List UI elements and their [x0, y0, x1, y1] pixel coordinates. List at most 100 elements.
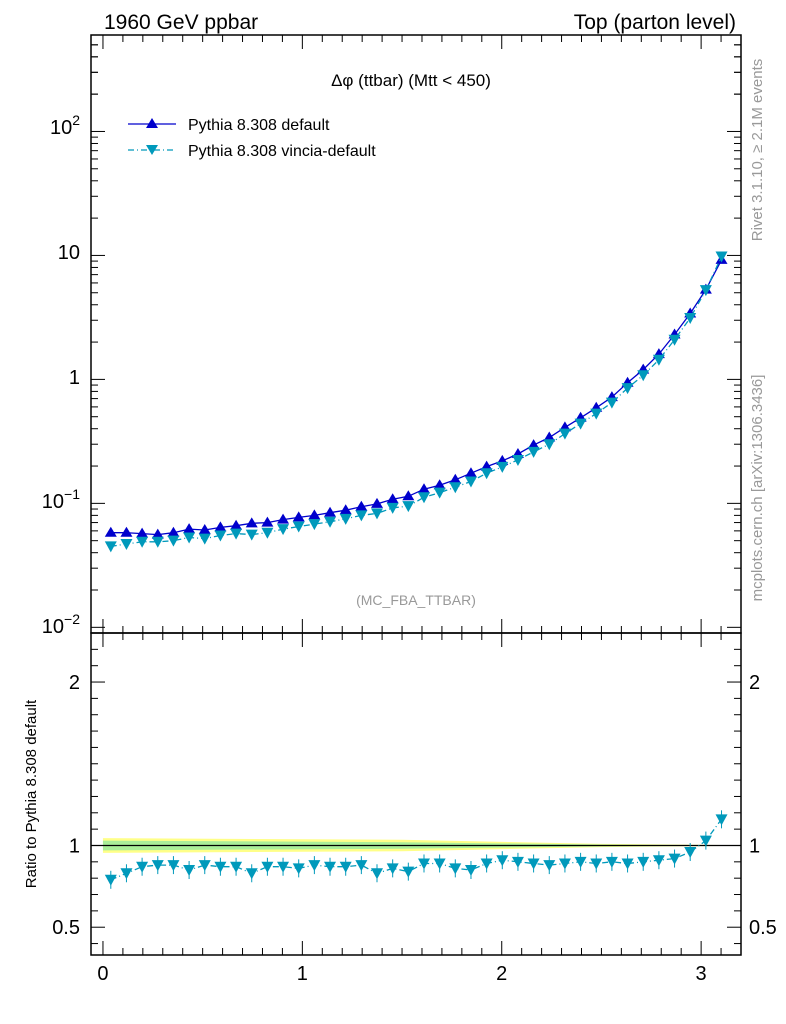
- ratio-point: [324, 861, 337, 873]
- series-1-point: [402, 501, 415, 513]
- x-tick-label: 2: [496, 963, 507, 985]
- series-1-point: [277, 524, 290, 536]
- series-1-point: [621, 383, 634, 395]
- ratio-point: [136, 861, 149, 873]
- series-1-point: [308, 519, 321, 531]
- series-0-point: [543, 431, 556, 442]
- series-1-point: [104, 541, 117, 553]
- series-1-point: [386, 502, 399, 514]
- ratio-point: [543, 860, 556, 872]
- ratio-point: [402, 866, 415, 878]
- ratio-point: [464, 865, 477, 877]
- legend-label-vincia: Pythia 8.308 vincia-default: [188, 143, 376, 160]
- series-0-point: [277, 513, 290, 524]
- series-0-point: [464, 467, 477, 478]
- main-panel: 10−2 10−1 1 10 102 Δφ (ttbar) (Mtt < 450…: [42, 34, 742, 638]
- ratio-y-tick-labels: 0.5 0.5 1 1 2 2: [52, 672, 777, 939]
- series-0-point: [120, 526, 133, 537]
- series-0-point: [324, 506, 337, 517]
- series-line-1: [110, 256, 723, 548]
- ratio-point: [292, 863, 305, 875]
- ratio-ticks: [91, 633, 741, 955]
- main-ticks: [91, 34, 741, 633]
- series-0-point: [136, 527, 149, 538]
- series-1-point: [371, 508, 383, 520]
- ratio-point: [605, 856, 618, 868]
- series-0-point: [183, 523, 196, 534]
- series-1-point: [590, 408, 603, 420]
- series-0-point: [167, 526, 180, 537]
- series-1-point: [120, 539, 133, 551]
- ratio-y-tick-label-right: 2: [749, 672, 760, 694]
- ratio-point: [590, 858, 603, 870]
- series-1-point: [230, 528, 243, 540]
- ratio-point: [621, 858, 634, 870]
- legend: Pythia 8.308 default Pythia 8.308 vincia…: [128, 117, 376, 160]
- ratio-point: [496, 855, 509, 867]
- x-tick-label: 0: [97, 963, 108, 985]
- series-0-point: [230, 519, 243, 530]
- series-1-point: [339, 513, 352, 525]
- header-right: Top (parton level): [574, 11, 736, 34]
- series-1-point: [480, 468, 493, 480]
- ratio-point: [417, 858, 430, 870]
- series-0-point: [417, 483, 430, 494]
- y-tick-label-10: 10: [58, 242, 80, 264]
- ratio-point: [386, 863, 399, 875]
- series-0-point: [198, 523, 211, 534]
- series-1-point: [167, 535, 180, 547]
- ratio-point: [261, 861, 274, 873]
- ratio-panel: 0.5 0.5 1 1 2 2 Ratio to Pythia 8.308 default: [23, 632, 777, 956]
- series-1-point: [605, 397, 618, 409]
- ratio-point: [183, 865, 196, 877]
- series-1-point: [433, 487, 446, 499]
- ratio-point: [245, 868, 258, 880]
- ratio-point: [230, 861, 243, 873]
- legend-marker-vincia: [146, 145, 158, 155]
- series-0-point: [433, 479, 446, 490]
- x-tick-labels: 0 1 2 3: [97, 963, 706, 985]
- series-1-point: [214, 530, 227, 542]
- ratio-y-tick-label-right: 1: [749, 835, 760, 857]
- main-series: [104, 251, 728, 553]
- chart-title: Δφ (ttbar) (Mtt < 450): [331, 71, 491, 90]
- ratio-point: [277, 861, 290, 873]
- series-0-point: [355, 500, 368, 511]
- series-1-point: [261, 527, 274, 539]
- series-1-point: [637, 370, 650, 382]
- ratio-point: [699, 835, 712, 847]
- ratio-y-tick-label: 0.5: [52, 917, 80, 939]
- x-tick-label: 1: [297, 963, 308, 985]
- series-1-point: [245, 529, 258, 541]
- series-0-point: [371, 497, 383, 508]
- ratio-point: [339, 861, 352, 873]
- y-tick-label-1e2: 102: [50, 112, 80, 139]
- series-0-point: [308, 509, 321, 520]
- ratio-point: [574, 856, 587, 868]
- series-0-point: [339, 504, 352, 515]
- legend-label-default: Pythia 8.308 default: [188, 117, 330, 134]
- ratio-uncertainty-band: [91, 838, 741, 853]
- ratio-point: [652, 855, 665, 867]
- ratio-point: [668, 853, 681, 865]
- series-1-point: [668, 334, 681, 346]
- series-1-point: [684, 312, 697, 324]
- ratio-point: [104, 874, 117, 886]
- ratio-point: [151, 860, 164, 872]
- series-1-point: [417, 492, 430, 504]
- series-1-point: [511, 454, 524, 466]
- series-1-point: [292, 521, 305, 533]
- series-1-point: [151, 536, 164, 548]
- ratio-y-axis-label: Ratio to Pythia 8.308 default: [23, 699, 40, 888]
- series-1-point: [198, 533, 211, 545]
- y-tick-label-1e-2: 10−2: [42, 611, 80, 638]
- ratio-point: [511, 856, 524, 868]
- ratio-point: [527, 858, 540, 870]
- series-1-point: [558, 428, 571, 440]
- series-0-point: [402, 490, 415, 501]
- ratio-point: [480, 858, 493, 870]
- side-text-lower: mcplots.cern.ch [arXiv:1306.3436]: [749, 375, 766, 602]
- series-0-point: [104, 526, 117, 537]
- ratio-point: [167, 860, 180, 872]
